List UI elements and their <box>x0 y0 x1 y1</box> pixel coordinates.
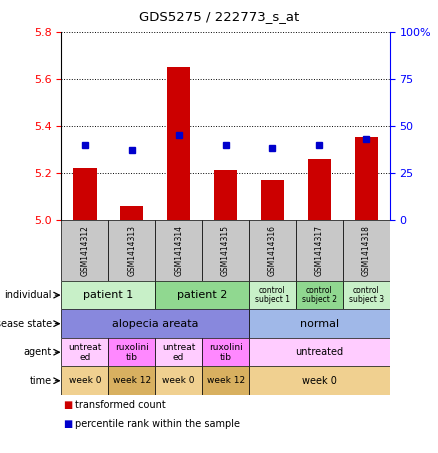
Text: GDS5275 / 222773_s_at: GDS5275 / 222773_s_at <box>139 10 299 24</box>
Text: GSM1414316: GSM1414316 <box>268 225 277 276</box>
Bar <box>108 366 155 395</box>
Bar <box>61 220 108 281</box>
Bar <box>61 281 155 309</box>
Bar <box>167 67 191 220</box>
Bar <box>214 170 237 220</box>
Bar <box>296 220 343 281</box>
Text: week 0: week 0 <box>302 376 337 386</box>
Text: GSM1414313: GSM1414313 <box>127 225 136 276</box>
Text: time: time <box>29 376 52 386</box>
Text: patient 2: patient 2 <box>177 290 227 300</box>
Bar <box>202 338 249 366</box>
Bar <box>155 281 249 309</box>
Text: week 12: week 12 <box>113 376 151 385</box>
Text: ruxolini
tib: ruxolini tib <box>115 343 148 361</box>
Text: ■: ■ <box>64 400 73 410</box>
Bar <box>343 281 390 309</box>
Text: disease state: disease state <box>0 318 52 329</box>
Bar <box>249 281 296 309</box>
Text: alopecia areata: alopecia areata <box>112 318 198 329</box>
Text: GSM1414318: GSM1414318 <box>362 225 371 276</box>
Bar <box>296 281 343 309</box>
Text: week 12: week 12 <box>206 376 245 385</box>
Text: GSM1414314: GSM1414314 <box>174 225 183 276</box>
Text: untreat
ed: untreat ed <box>68 343 102 361</box>
Bar <box>249 309 390 338</box>
Bar <box>108 220 155 281</box>
Bar <box>155 338 202 366</box>
Bar <box>155 220 202 281</box>
Bar <box>155 366 202 395</box>
Text: individual: individual <box>4 290 52 300</box>
Text: percentile rank within the sample: percentile rank within the sample <box>75 419 240 429</box>
Bar <box>261 180 284 220</box>
Bar <box>61 309 249 338</box>
Bar <box>249 220 296 281</box>
Text: patient 1: patient 1 <box>83 290 134 300</box>
Bar <box>202 220 249 281</box>
Bar <box>355 137 378 220</box>
Bar <box>108 338 155 366</box>
Text: transformed count: transformed count <box>75 400 166 410</box>
Bar <box>61 366 108 395</box>
Bar <box>61 338 108 366</box>
Text: normal: normal <box>300 318 339 329</box>
Bar <box>73 168 96 220</box>
Text: untreated: untreated <box>295 347 343 357</box>
Text: week 0: week 0 <box>162 376 195 385</box>
Text: untreat
ed: untreat ed <box>162 343 195 361</box>
Text: control
subject 1: control subject 1 <box>255 286 290 304</box>
Bar <box>249 366 390 395</box>
Bar <box>343 220 390 281</box>
Text: week 0: week 0 <box>68 376 101 385</box>
Bar <box>307 159 331 220</box>
Bar <box>202 366 249 395</box>
Text: ruxolini
tib: ruxolini tib <box>208 343 243 361</box>
Text: GSM1414312: GSM1414312 <box>80 225 89 276</box>
Text: control
subject 2: control subject 2 <box>302 286 337 304</box>
Bar <box>249 338 390 366</box>
Text: ■: ■ <box>64 419 73 429</box>
Text: agent: agent <box>24 347 52 357</box>
Text: GSM1414317: GSM1414317 <box>315 225 324 276</box>
Text: GSM1414315: GSM1414315 <box>221 225 230 276</box>
Bar <box>120 206 143 220</box>
Text: control
subject 3: control subject 3 <box>349 286 384 304</box>
